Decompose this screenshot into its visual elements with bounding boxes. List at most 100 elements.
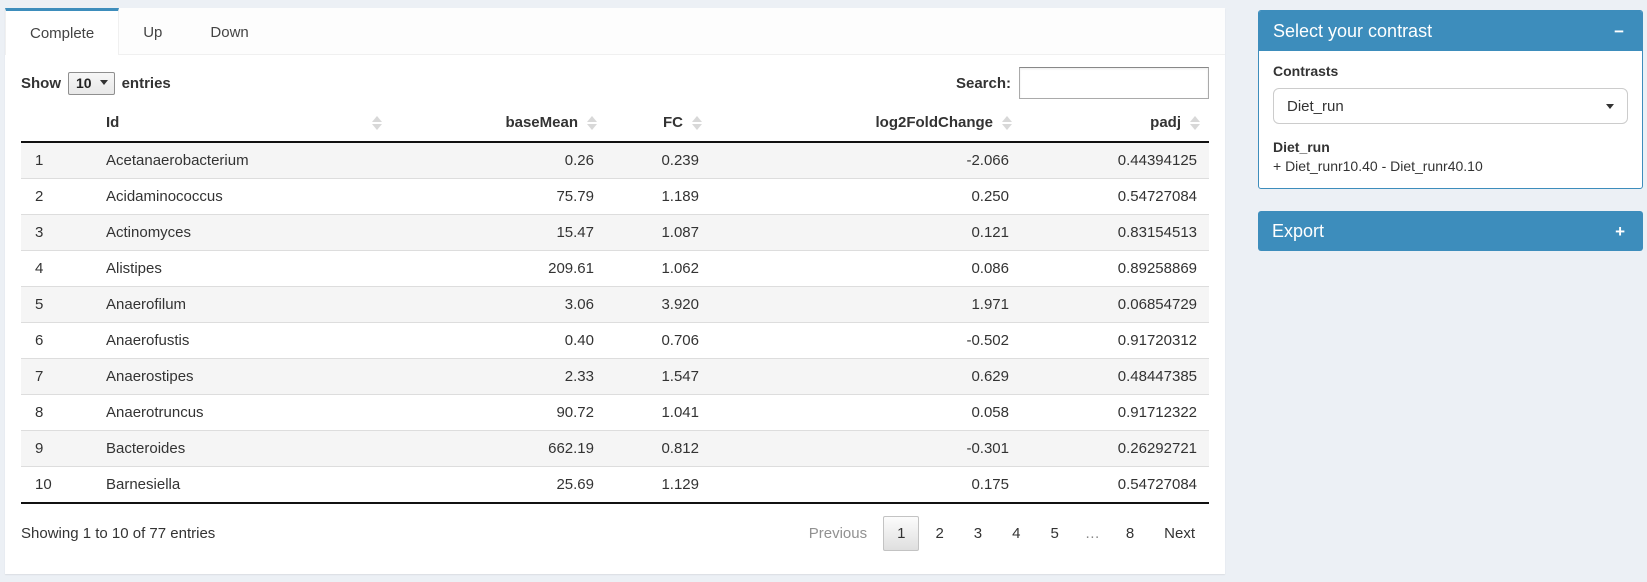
contrast-box-header: Select your contrast − (1259, 11, 1642, 51)
collapse-minus-icon[interactable]: − (1614, 21, 1624, 41)
cell-padj: 0.91712322 (1021, 394, 1209, 431)
cell-log2FoldChange: 0.629 (711, 358, 1021, 395)
column-header-label: log2FoldChange (875, 114, 994, 131)
pagination-page-5[interactable]: 5 (1050, 525, 1059, 542)
pagination-page-1[interactable]: 1 (883, 516, 920, 551)
row-index-cell: 1 (35, 152, 44, 169)
cell-Id: Acidaminococcus (96, 178, 391, 215)
sort-icon (1190, 115, 1200, 131)
pagination-page-8[interactable]: 8 (1125, 525, 1135, 542)
table-toolbar: Show 10 entries Search: (21, 67, 1209, 99)
tab-down[interactable]: Down (186, 8, 272, 54)
cell-Id: Acetanaerobacterium (106, 152, 249, 169)
sort-icon (1002, 115, 1012, 131)
cell-padj: 0.44394125 (1117, 152, 1197, 169)
pagination: Previous 1 2 3 4 5 … 8 Next (793, 516, 1209, 551)
cell-log2FoldChange: 0.121 (711, 214, 1021, 251)
column-header-FC[interactable]: FC (606, 104, 711, 143)
cell-Id: Barnesiella (96, 466, 391, 503)
cell-FC: 3.920 (606, 286, 711, 323)
table-row[interactable]: 1 Acetanaerobacterium 0.26 0.239 -2.066 0.443… (21, 142, 1209, 179)
cell-log2FoldChange: -0.502 (711, 322, 1021, 359)
pagination-page-3[interactable]: 3 (973, 525, 983, 542)
tab-up[interactable]: Up (119, 8, 186, 54)
contrast-detail-text: + Diet_runr10.40 - Diet_runr40.10 (1273, 158, 1483, 174)
pagination-ellipsis: … (1084, 525, 1100, 542)
tab-complete[interactable]: Complete (5, 8, 120, 55)
export-box: Export + (1258, 211, 1643, 251)
column-header-label: FC (663, 114, 683, 131)
cell-log2FoldChange: -0.301 (711, 430, 1021, 467)
cell-log2FoldChange: 0.086 (711, 250, 1021, 287)
results-panel: Complete Up Down Show 10 entries (5, 8, 1225, 574)
cell-baseMean: 662.19 (391, 430, 606, 467)
cell-FC: 1.189 (606, 178, 711, 215)
pagination-page-4[interactable]: 4 (1012, 525, 1021, 542)
table-row[interactable]: 8 Anaerotruncus 90.72 1.041 0.058 0.91712322 (21, 394, 1209, 431)
search-input[interactable] (1019, 67, 1209, 99)
pagination-previous[interactable]: Previous (808, 525, 868, 542)
table-row[interactable]: 10 Barnesiella 25.69 1.129 0.175 0.54727084 (21, 466, 1209, 503)
page-length-select[interactable]: 10 (68, 71, 115, 95)
cell-baseMean: 15.47 (391, 214, 606, 251)
contrast-box-title: Select your contrast (1273, 20, 1433, 41)
table-row[interactable]: 4 Alistipes 209.61 1.062 0.086 0.89258869 (21, 250, 1209, 287)
cell-padj: 0.48447385 (1021, 358, 1209, 395)
row-index-cell: 8 (21, 394, 96, 431)
contrast-select-value: Diet_run (1287, 97, 1344, 115)
cell-baseMean: 0.40 (391, 322, 606, 359)
column-header-Id[interactable]: Id (96, 104, 391, 143)
table-header: Id baseMean FC log2FoldChange padj (21, 104, 1209, 143)
expand-plus-icon[interactable]: + (1615, 221, 1625, 241)
column-header-padj[interactable]: padj (1021, 104, 1209, 143)
sort-icon (692, 115, 702, 131)
table-row[interactable]: 5 Anaerofilum 3.06 3.920 1.971 0.06854729 (21, 286, 1209, 323)
pagination-next[interactable]: Next (1164, 525, 1195, 542)
length-prefix-label: Show (21, 74, 61, 92)
cell-log2FoldChange: 0.058 (711, 394, 1021, 431)
cell-log2FoldChange: 0.175 (711, 466, 1021, 503)
cell-log2FoldChange: 0.250 (711, 178, 1021, 215)
tab-bar: Complete Up Down (5, 8, 1225, 55)
table-row[interactable]: 9 Bacteroides 662.19 0.812 -0.301 0.26292721 (21, 430, 1209, 467)
sort-icon (372, 115, 382, 131)
tab-complete-label: Complete (30, 24, 95, 42)
pagination-page-2[interactable]: 2 (935, 525, 944, 542)
contrast-box: Select your contrast − Contrasts Diet_ru… (1258, 10, 1643, 189)
cell-padj: 0.91720312 (1021, 322, 1209, 359)
cell-FC: 0.706 (606, 322, 711, 359)
cell-baseMean: 209.61 (391, 250, 606, 287)
column-header-log2FoldChange[interactable]: log2FoldChange (711, 104, 1021, 143)
chevron-down-icon (1606, 103, 1614, 109)
cell-baseMean: 90.72 (391, 394, 606, 431)
row-index-cell: 2 (21, 178, 96, 215)
cell-Id: Alistipes (96, 250, 391, 287)
table-row[interactable]: 2 Acidaminococcus 75.79 1.189 0.250 0.5472708… (21, 178, 1209, 215)
table-footer: Showing 1 to 10 of 77 entries Previous 1 2… (21, 516, 1209, 551)
cell-padj: 0.54727084 (1021, 178, 1209, 215)
contrast-select[interactable]: Diet_run (1273, 88, 1628, 124)
table-row[interactable]: 6 Anaerofustis 0.40 0.706 -0.502 0.91720312 (21, 322, 1209, 359)
page-length-value: 10 (76, 74, 92, 91)
cell-log2FoldChange: 1.971 (711, 286, 1021, 323)
table-row[interactable]: 7 Anaerostipes 2.33 1.547 0.629 0.48447385 (21, 358, 1209, 395)
cell-Id: Anaerofilum (96, 286, 391, 323)
column-header-baseMean[interactable]: baseMean (391, 104, 606, 143)
cell-Id: Anaerostipes (96, 358, 391, 395)
cell-FC: 0.812 (606, 430, 711, 467)
sidebar: Select your contrast − Contrasts Diet_ru… (1258, 10, 1643, 273)
sort-icon (587, 115, 597, 131)
cell-baseMean: 25.69 (391, 466, 606, 503)
results-table: Id baseMean FC log2FoldChange padj 1 Acetanae… (21, 104, 1209, 504)
tab-down-label: Down (210, 24, 249, 41)
table-row[interactable]: 3 Actinomyces 15.47 1.087 0.121 0.83154513 (21, 214, 1209, 251)
cell-baseMean: 3.06 (391, 286, 606, 323)
cell-Id: Actinomyces (96, 214, 391, 251)
tab-up-label: Up (143, 24, 163, 41)
cell-FC: 1.129 (606, 466, 711, 503)
cell-baseMean: 75.79 (391, 178, 606, 215)
cell-padj: 0.83154513 (1021, 214, 1209, 251)
contrast-box-body: Contrasts Diet_run Diet_run + Diet_runr1… (1259, 51, 1642, 188)
search-label: Search: (955, 74, 1011, 92)
